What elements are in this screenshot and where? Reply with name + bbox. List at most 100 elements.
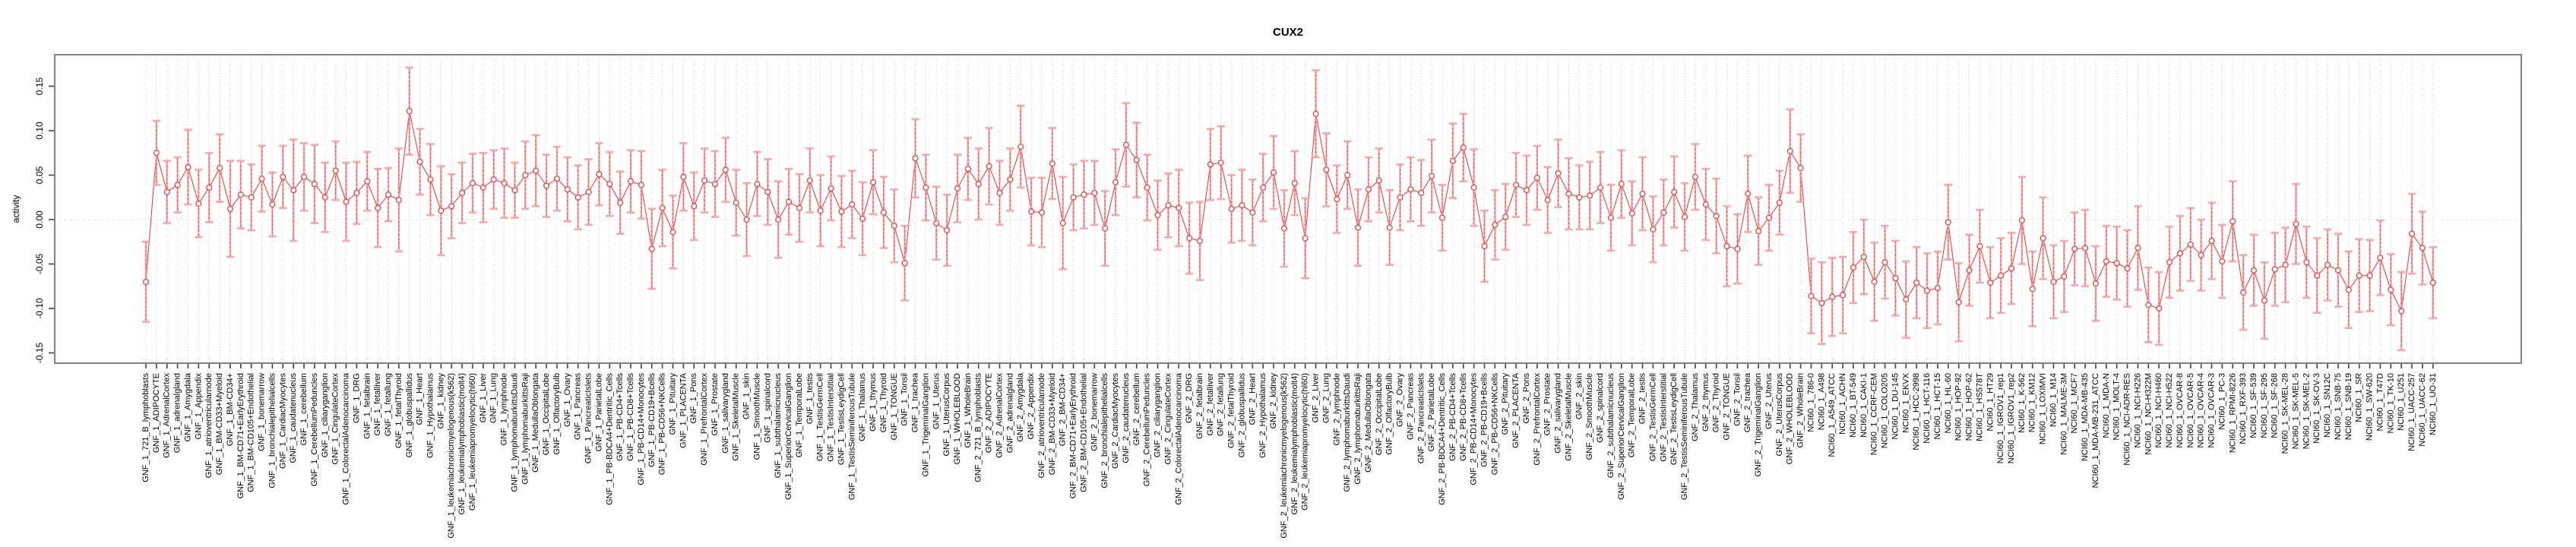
data-point xyxy=(2398,308,2405,315)
data-point xyxy=(469,179,476,187)
data-point xyxy=(1302,235,1309,242)
data-point xyxy=(553,175,560,182)
x-tick-label: NCI60_1_786-0 xyxy=(1806,373,1815,432)
x-tick-label: GNF_2_trachea xyxy=(1743,372,1752,432)
x-tick-label: GNF_2_PLACENTA xyxy=(1511,372,1521,447)
data-point xyxy=(1829,293,1836,300)
x-tick-label: NCI60_1_HOP-92 xyxy=(1954,373,1964,441)
x-tick-label: GNF_1_PB-BDCA4+Dentritic_Cells xyxy=(605,373,614,505)
data-point xyxy=(638,182,644,188)
data-point xyxy=(1934,285,1941,292)
data-point xyxy=(2261,297,2267,304)
x-tick-label: NCI60_1_MALME-3M xyxy=(2059,373,2068,455)
data-point xyxy=(2314,272,2321,279)
x-tick-label: NCI60_1_SK-MEL-28 xyxy=(2281,373,2290,454)
data-point xyxy=(2356,272,2362,279)
data-point xyxy=(1776,199,1783,206)
data-point xyxy=(838,208,845,215)
x-tick-label: GNF_2_SkeletalMuscle xyxy=(1564,373,1573,461)
data-point xyxy=(1987,280,1994,286)
data-point xyxy=(1449,157,1456,164)
data-point xyxy=(1892,275,1899,282)
x-tick-label: NCI60_1_UACC-257 xyxy=(2407,373,2416,451)
x-tick-label: GNF_1_leukemialymphoblastic(molt4) xyxy=(457,373,467,514)
x-tick-label: GNF_1_bonemarrow xyxy=(258,373,267,451)
data-point xyxy=(1502,213,1509,220)
data-point xyxy=(1555,170,1562,177)
x-tick-label: GNF_1_Prostate xyxy=(710,373,720,436)
y-tick-label: -0.10 xyxy=(34,298,45,319)
x-tick-label: NCI60_1_HCT-15 xyxy=(1933,373,1942,439)
x-tick-label: GNF_2_Uterus xyxy=(1764,373,1774,429)
data-point xyxy=(1945,219,1951,226)
x-tick-label: GNF_1_TrigeminalGanglion xyxy=(921,373,930,477)
x-tick-label: GNF_2_ParietalLobe xyxy=(1427,373,1436,451)
data-point xyxy=(2324,261,2331,268)
x-tick-label: NCI60_1_LOXIMVI xyxy=(2039,373,2048,444)
x-tick-label: GNF_2_subthalamicnucleus xyxy=(1606,373,1616,479)
data-point xyxy=(1249,209,1256,216)
x-tick-label: GNF_1_subthalamicnucleus xyxy=(774,373,783,479)
data-point xyxy=(2061,273,2068,280)
data-point xyxy=(711,181,719,188)
x-tick-label: GNF_2_TestisLeydigCell xyxy=(1669,373,1679,465)
data-point xyxy=(1228,205,1235,213)
data-point xyxy=(2124,265,2131,272)
data-point xyxy=(1966,267,1973,274)
data-point xyxy=(880,209,887,216)
x-tick-label: GNF_2_ColorectalAdenocarcinoma xyxy=(1174,372,1183,505)
x-tick-label: GNF_1_Pancreas xyxy=(574,373,583,441)
data-point xyxy=(2282,261,2289,268)
data-point xyxy=(1133,157,1140,163)
x-tick-label: NCI60_1_MOLT-4 xyxy=(2112,373,2122,440)
x-tick-label: GNF_2_Lung xyxy=(1321,373,1331,423)
data-point xyxy=(1386,224,1393,231)
data-point xyxy=(964,166,971,172)
data-point xyxy=(1818,299,1825,307)
data-point xyxy=(501,179,508,187)
data-point xyxy=(1840,292,1847,299)
x-tick-label: NCI60_1_SK-MEL-2 xyxy=(2302,373,2311,449)
x-tick-label: NCI60_1_HCC-2998 xyxy=(1912,373,1921,451)
data-point xyxy=(1544,197,1551,204)
x-tick-label: GNF_2_atrioventricularnode xyxy=(1037,373,1046,478)
series-line xyxy=(145,111,2434,313)
x-tick-label: GNF_1_TestisSeminiferousTubule xyxy=(847,373,856,500)
x-tick-label: NCI60_1_SK-OV-3 xyxy=(2312,373,2321,444)
x-tick-label: GNF_2_CardiacMyocytes xyxy=(1111,373,1120,469)
x-tick-label: GNF_2_TestisInterstitial xyxy=(1659,373,1668,462)
data-point xyxy=(2008,265,2015,272)
data-point xyxy=(1565,191,1572,198)
x-tick-label: NCI60_1_CCRF-CEM xyxy=(1870,373,1879,455)
x-tick-label: GNF_2_kidney xyxy=(1269,373,1278,429)
data-point xyxy=(1239,202,1245,209)
data-point xyxy=(1186,235,1193,242)
x-tick-label: NCI60_1_SF-295 xyxy=(2260,373,2269,438)
x-tick-label: GNF_1_CerebellumPeduncles xyxy=(310,373,319,487)
x-tick-label: GNF_1_UterusCorpus xyxy=(942,373,951,457)
x-tick-label: NCI60_1_SK-MEL-5 xyxy=(2291,373,2300,449)
x-tick-label: NCI60_1_SF-268 xyxy=(2271,373,2280,438)
data-point xyxy=(153,150,160,157)
data-point xyxy=(1271,169,1277,176)
x-tick-label: GNF_2_testis xyxy=(1638,373,1647,425)
data-point xyxy=(1365,186,1372,193)
data-point xyxy=(2029,286,2036,292)
x-tick-label: NCI60_1_DU-145 xyxy=(1891,373,1900,439)
x-tick-label: GNF_2_SuperiorCervicalGanglion xyxy=(1617,373,1626,500)
y-tick-label: 0.00 xyxy=(34,210,45,229)
data-point xyxy=(796,204,802,211)
x-tick-label: GNF_1_WHOLEBLOOD xyxy=(953,373,962,464)
data-point xyxy=(1291,179,1298,187)
chart-title: CUX2 xyxy=(1272,26,1303,39)
data-point xyxy=(817,207,824,214)
data-point xyxy=(1081,191,1087,198)
data-point xyxy=(479,184,486,191)
x-tick-label: GNF_2_TemporalLobe xyxy=(1628,373,1637,457)
x-tick-label: GNF_1_Pons xyxy=(689,373,698,424)
data-point xyxy=(1334,196,1340,203)
data-point xyxy=(2071,245,2078,252)
data-point xyxy=(775,216,782,223)
data-point xyxy=(1513,182,1520,188)
x-tick-label: GNF_2_Pancreas xyxy=(1406,373,1415,441)
